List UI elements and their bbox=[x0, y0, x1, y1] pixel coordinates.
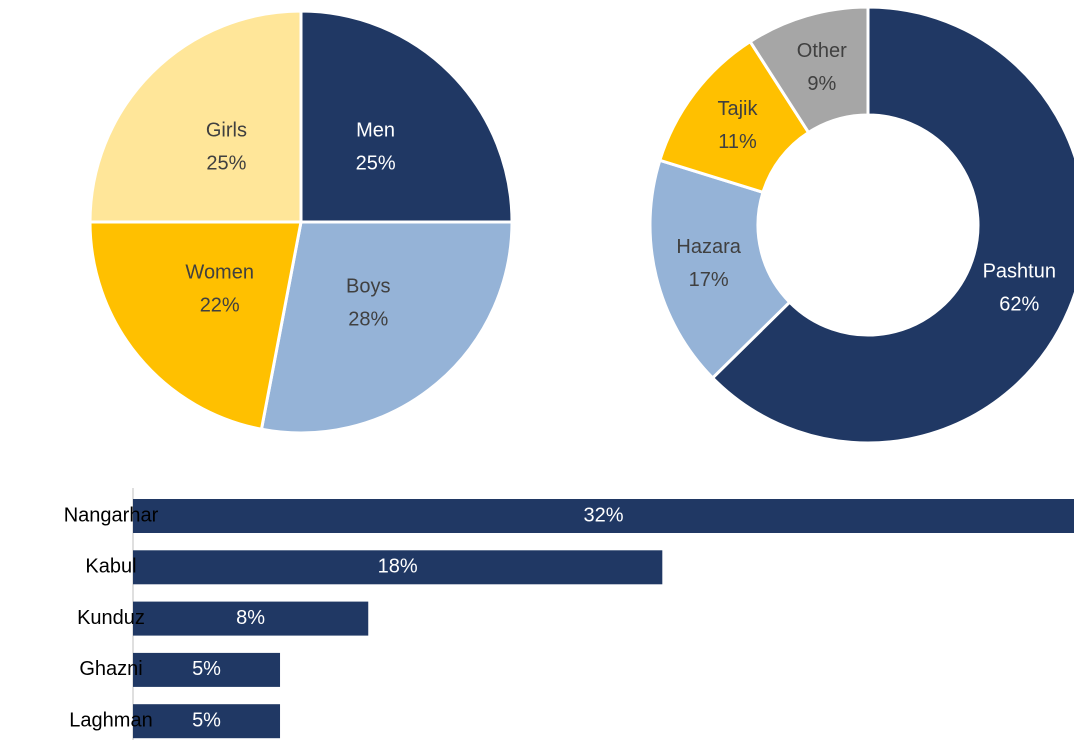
slice bbox=[88, 9, 303, 224]
bar-value-label: 5% bbox=[192, 658, 221, 680]
slice bbox=[259, 220, 514, 435]
slice-value-label: 62% bbox=[999, 294, 1039, 316]
slice-label: Women bbox=[185, 262, 254, 284]
slice-label: Boys bbox=[346, 276, 390, 298]
slice-label: Other bbox=[797, 40, 847, 62]
slice bbox=[710, 5, 1074, 445]
slice-label: Men bbox=[356, 120, 395, 142]
bar bbox=[133, 704, 281, 739]
slice bbox=[299, 9, 514, 224]
bar-value-label: 18% bbox=[378, 556, 418, 578]
slice bbox=[748, 5, 870, 135]
slice-value-label: 25% bbox=[356, 153, 396, 175]
slice bbox=[648, 158, 792, 381]
y-tick-label: Kunduz bbox=[77, 607, 145, 629]
bar bbox=[133, 499, 1074, 533]
slice-value-label: 9% bbox=[807, 73, 836, 95]
bar-value-label: 5% bbox=[192, 709, 221, 731]
slice-label: Girls bbox=[206, 120, 247, 142]
slice-value-label: 22% bbox=[200, 295, 240, 317]
slice-label: Tajik bbox=[717, 98, 758, 120]
bar-value-label: 32% bbox=[583, 504, 623, 526]
slice-value-label: 25% bbox=[206, 153, 246, 175]
y-tick-label: Kabul bbox=[85, 556, 136, 578]
bar-value-label: 8% bbox=[236, 607, 265, 629]
slice-value-label: 11% bbox=[718, 131, 757, 153]
bar bbox=[133, 601, 369, 636]
y-tick-label: Ghazni bbox=[79, 658, 142, 680]
y-tick-label: Laghman bbox=[69, 709, 152, 731]
bar bbox=[133, 652, 281, 687]
slice-value-label: 28% bbox=[348, 309, 388, 331]
slice bbox=[88, 220, 303, 432]
slice-value-label: 17% bbox=[689, 269, 729, 291]
bar bbox=[133, 550, 663, 585]
slice-label: Hazara bbox=[676, 236, 741, 258]
slice-label: Pashtun bbox=[983, 261, 1056, 283]
y-tick-label: Nangarhar bbox=[64, 504, 159, 526]
